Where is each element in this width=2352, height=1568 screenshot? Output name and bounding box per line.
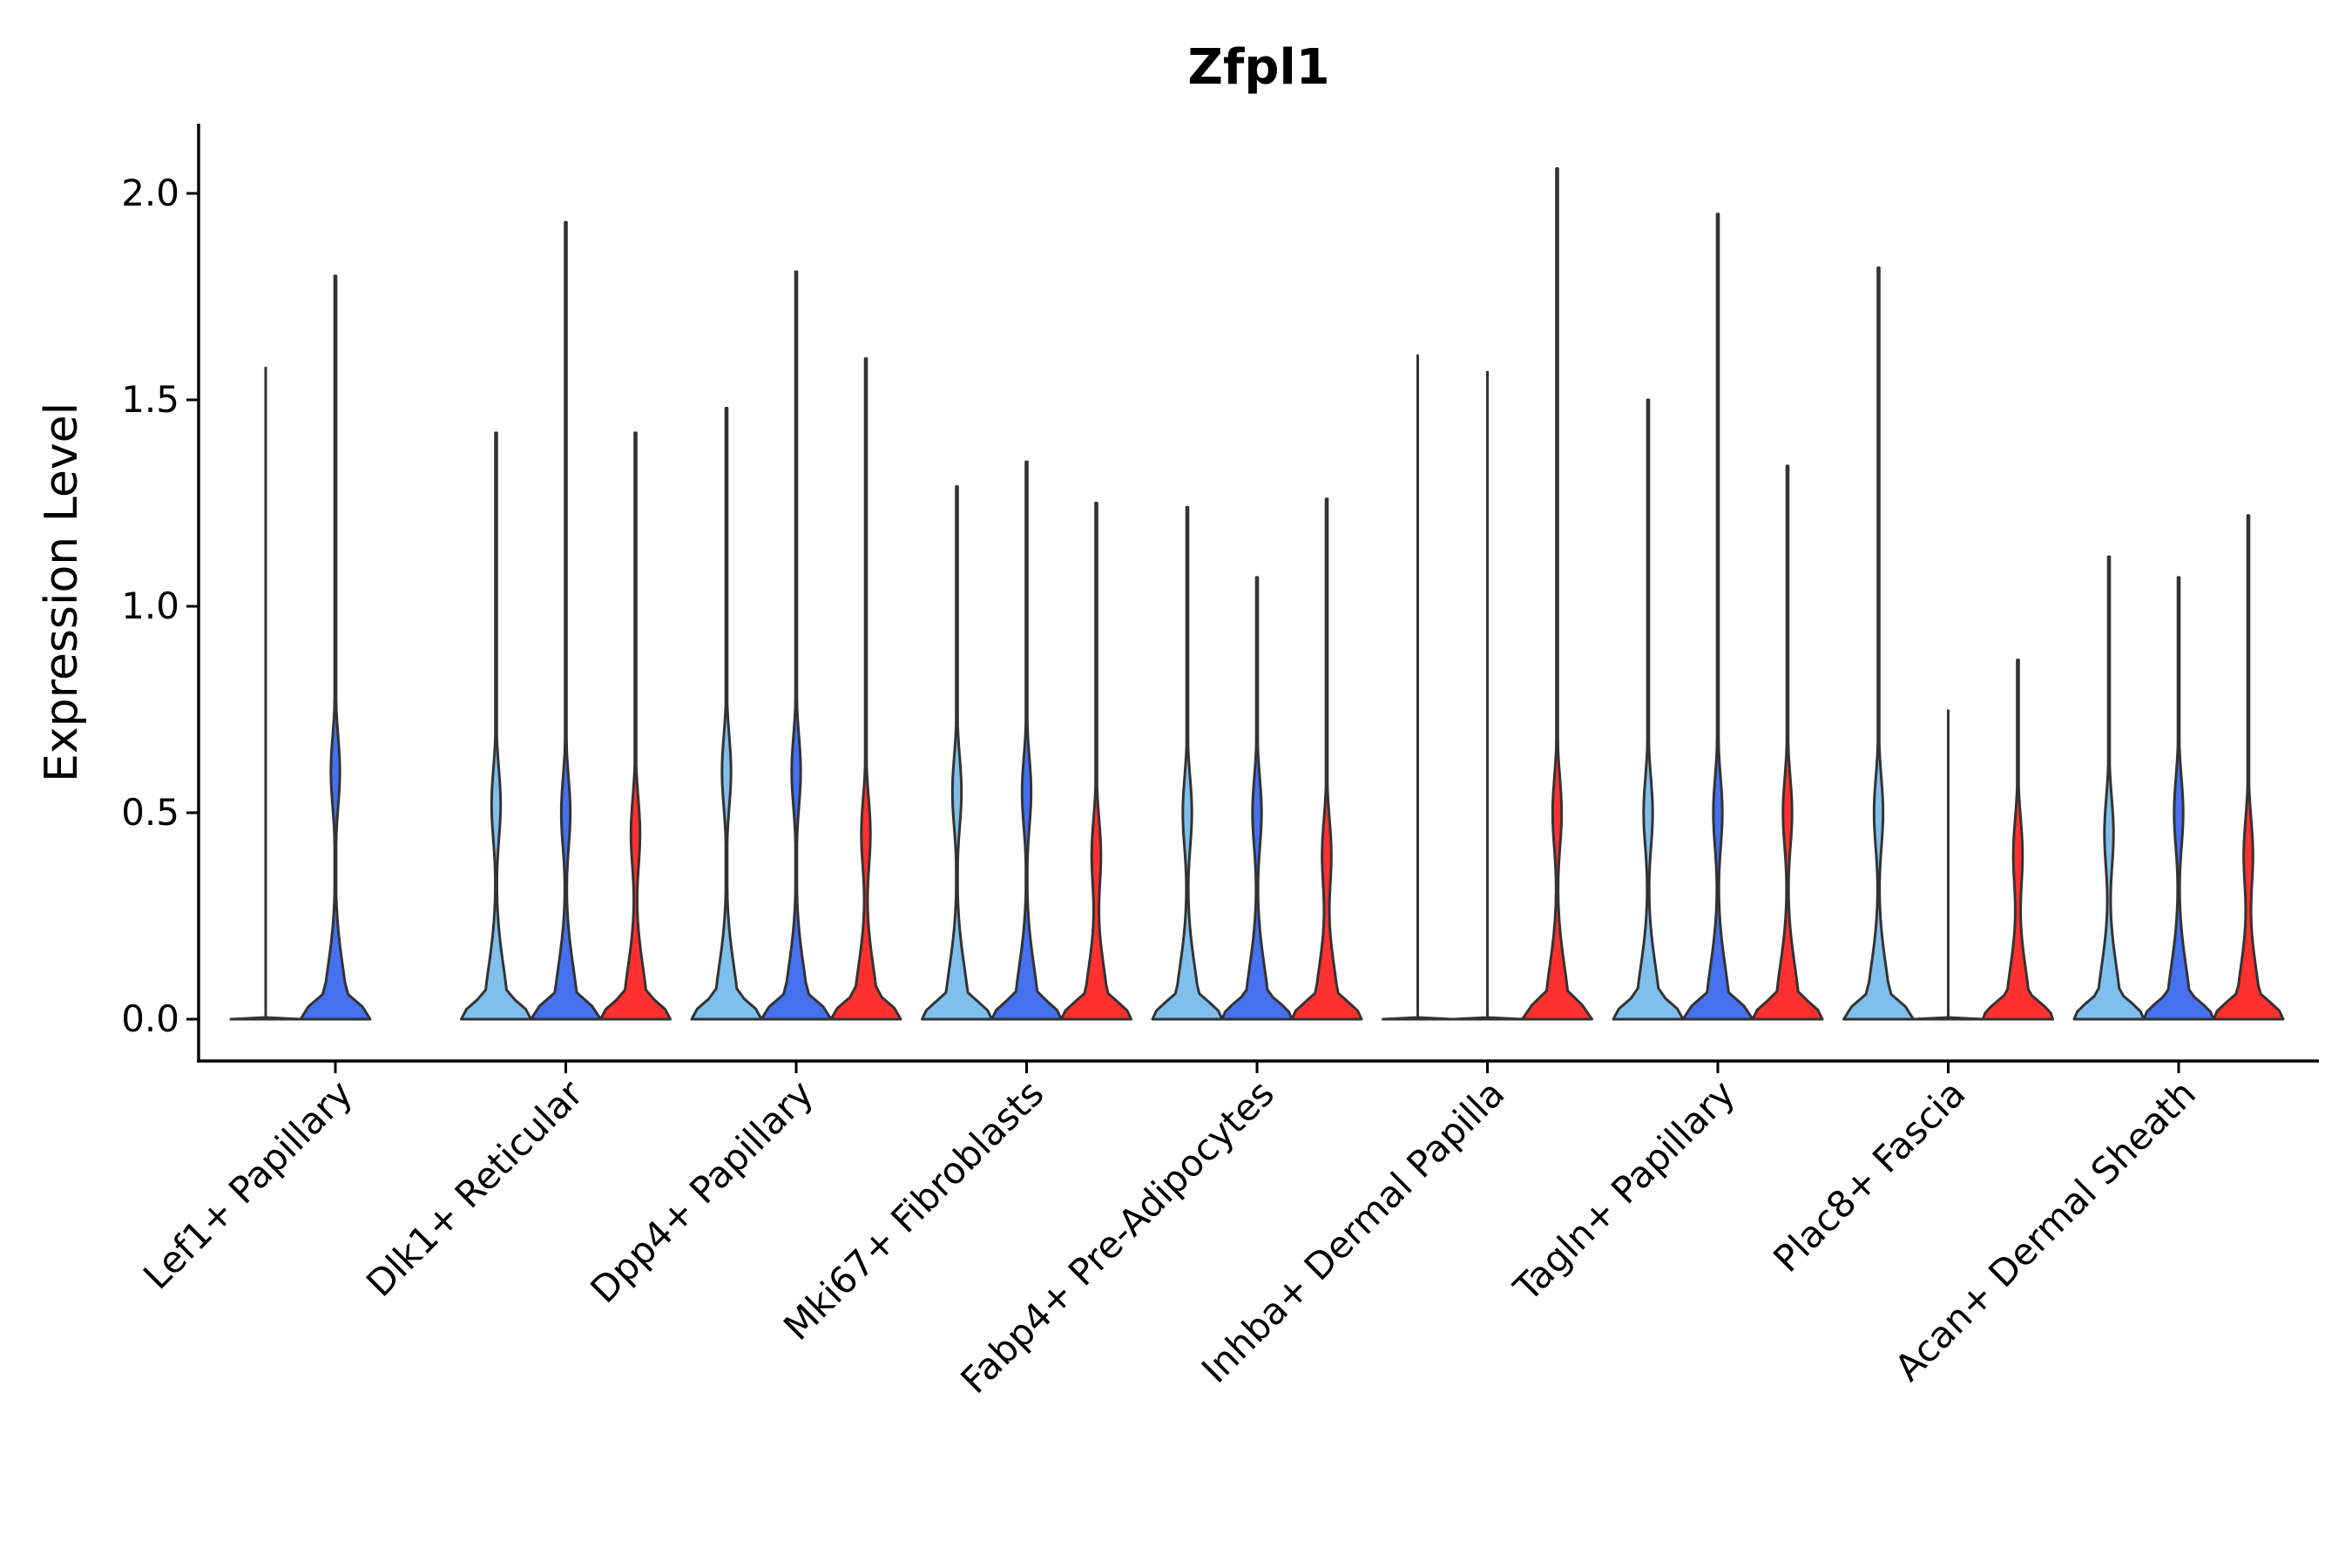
x-tick-label: Mki67+ Fibroblasts [775,1071,1051,1348]
y-tick-label: 1.5 [121,378,179,421]
violin-2-7 [1982,659,2054,1021]
y-axis-ticks: 0.0 0.5 1.0 1.5 2.0 [121,172,199,1040]
violin-1-8 [2142,576,2215,1021]
violin-1-1 [530,220,602,1021]
violin-0-8 [2072,555,2146,1021]
violin-0-6 [1612,398,1685,1021]
x-tick-label: Dlk1+ Reticular [358,1071,591,1305]
violin-2-2 [829,357,902,1021]
violin-2-4 [1290,497,1363,1021]
violin-2-1 [599,431,672,1021]
violin-0-2 [690,406,763,1021]
violin-0-7 [1842,266,1915,1021]
violin-1-4 [1220,576,1294,1021]
y-tick-label: 0.5 [121,791,179,834]
violin-0-4 [1151,505,1224,1021]
x-tick-label: Plac8+ Fascia [1765,1071,1973,1280]
violin-2-3 [1060,502,1132,1021]
violin-1-3 [990,460,1063,1021]
y-tick-label: 2.0 [121,172,179,214]
x-tick-label: Dpp4+ Papillary [582,1071,821,1311]
chart-title: Zfpl1 [1187,39,1329,96]
violin-1-6 [1681,213,1754,1021]
y-axis-label: Expression Level [36,402,88,782]
x-tick-label: Tagln+ Papillary [1505,1071,1743,1309]
y-tick-label: 0.0 [121,997,179,1040]
violin-0-1 [460,431,532,1021]
violin-1-2 [760,270,833,1021]
violin-0-3 [921,485,993,1021]
violin-1-0 [299,274,372,1021]
x-tick-label: Lef1+ Papillary [135,1071,361,1297]
y-tick-label: 1.0 [121,585,179,627]
violin-2-5 [1521,167,1593,1021]
violin-layer [229,167,2285,1021]
violin-2-8 [2212,514,2285,1021]
violin-2-6 [1751,464,1824,1021]
